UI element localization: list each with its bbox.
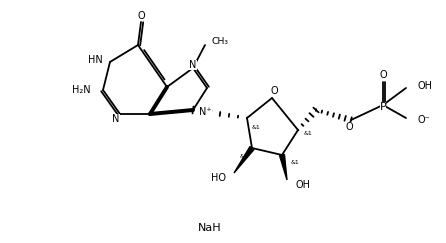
Text: HN: HN — [88, 55, 103, 65]
Text: N: N — [189, 60, 197, 70]
Text: O: O — [379, 70, 387, 80]
Text: N⁺: N⁺ — [199, 107, 211, 117]
Text: O: O — [270, 86, 278, 96]
Text: O: O — [345, 122, 353, 132]
Text: &1: &1 — [252, 124, 261, 130]
Text: O⁻: O⁻ — [418, 115, 431, 125]
Text: HO: HO — [211, 173, 226, 183]
Text: &1: &1 — [240, 154, 248, 158]
Text: OH: OH — [418, 81, 433, 91]
Polygon shape — [280, 155, 287, 180]
Text: H₂N: H₂N — [72, 85, 91, 95]
Text: &1: &1 — [304, 130, 313, 136]
Text: P: P — [380, 102, 386, 112]
Text: &1: &1 — [291, 159, 300, 165]
Text: N: N — [112, 114, 120, 124]
Text: O: O — [137, 11, 145, 21]
Text: CH₃: CH₃ — [212, 37, 229, 46]
Text: NaH: NaH — [198, 223, 222, 233]
Polygon shape — [234, 147, 254, 173]
Text: OH: OH — [295, 180, 310, 190]
